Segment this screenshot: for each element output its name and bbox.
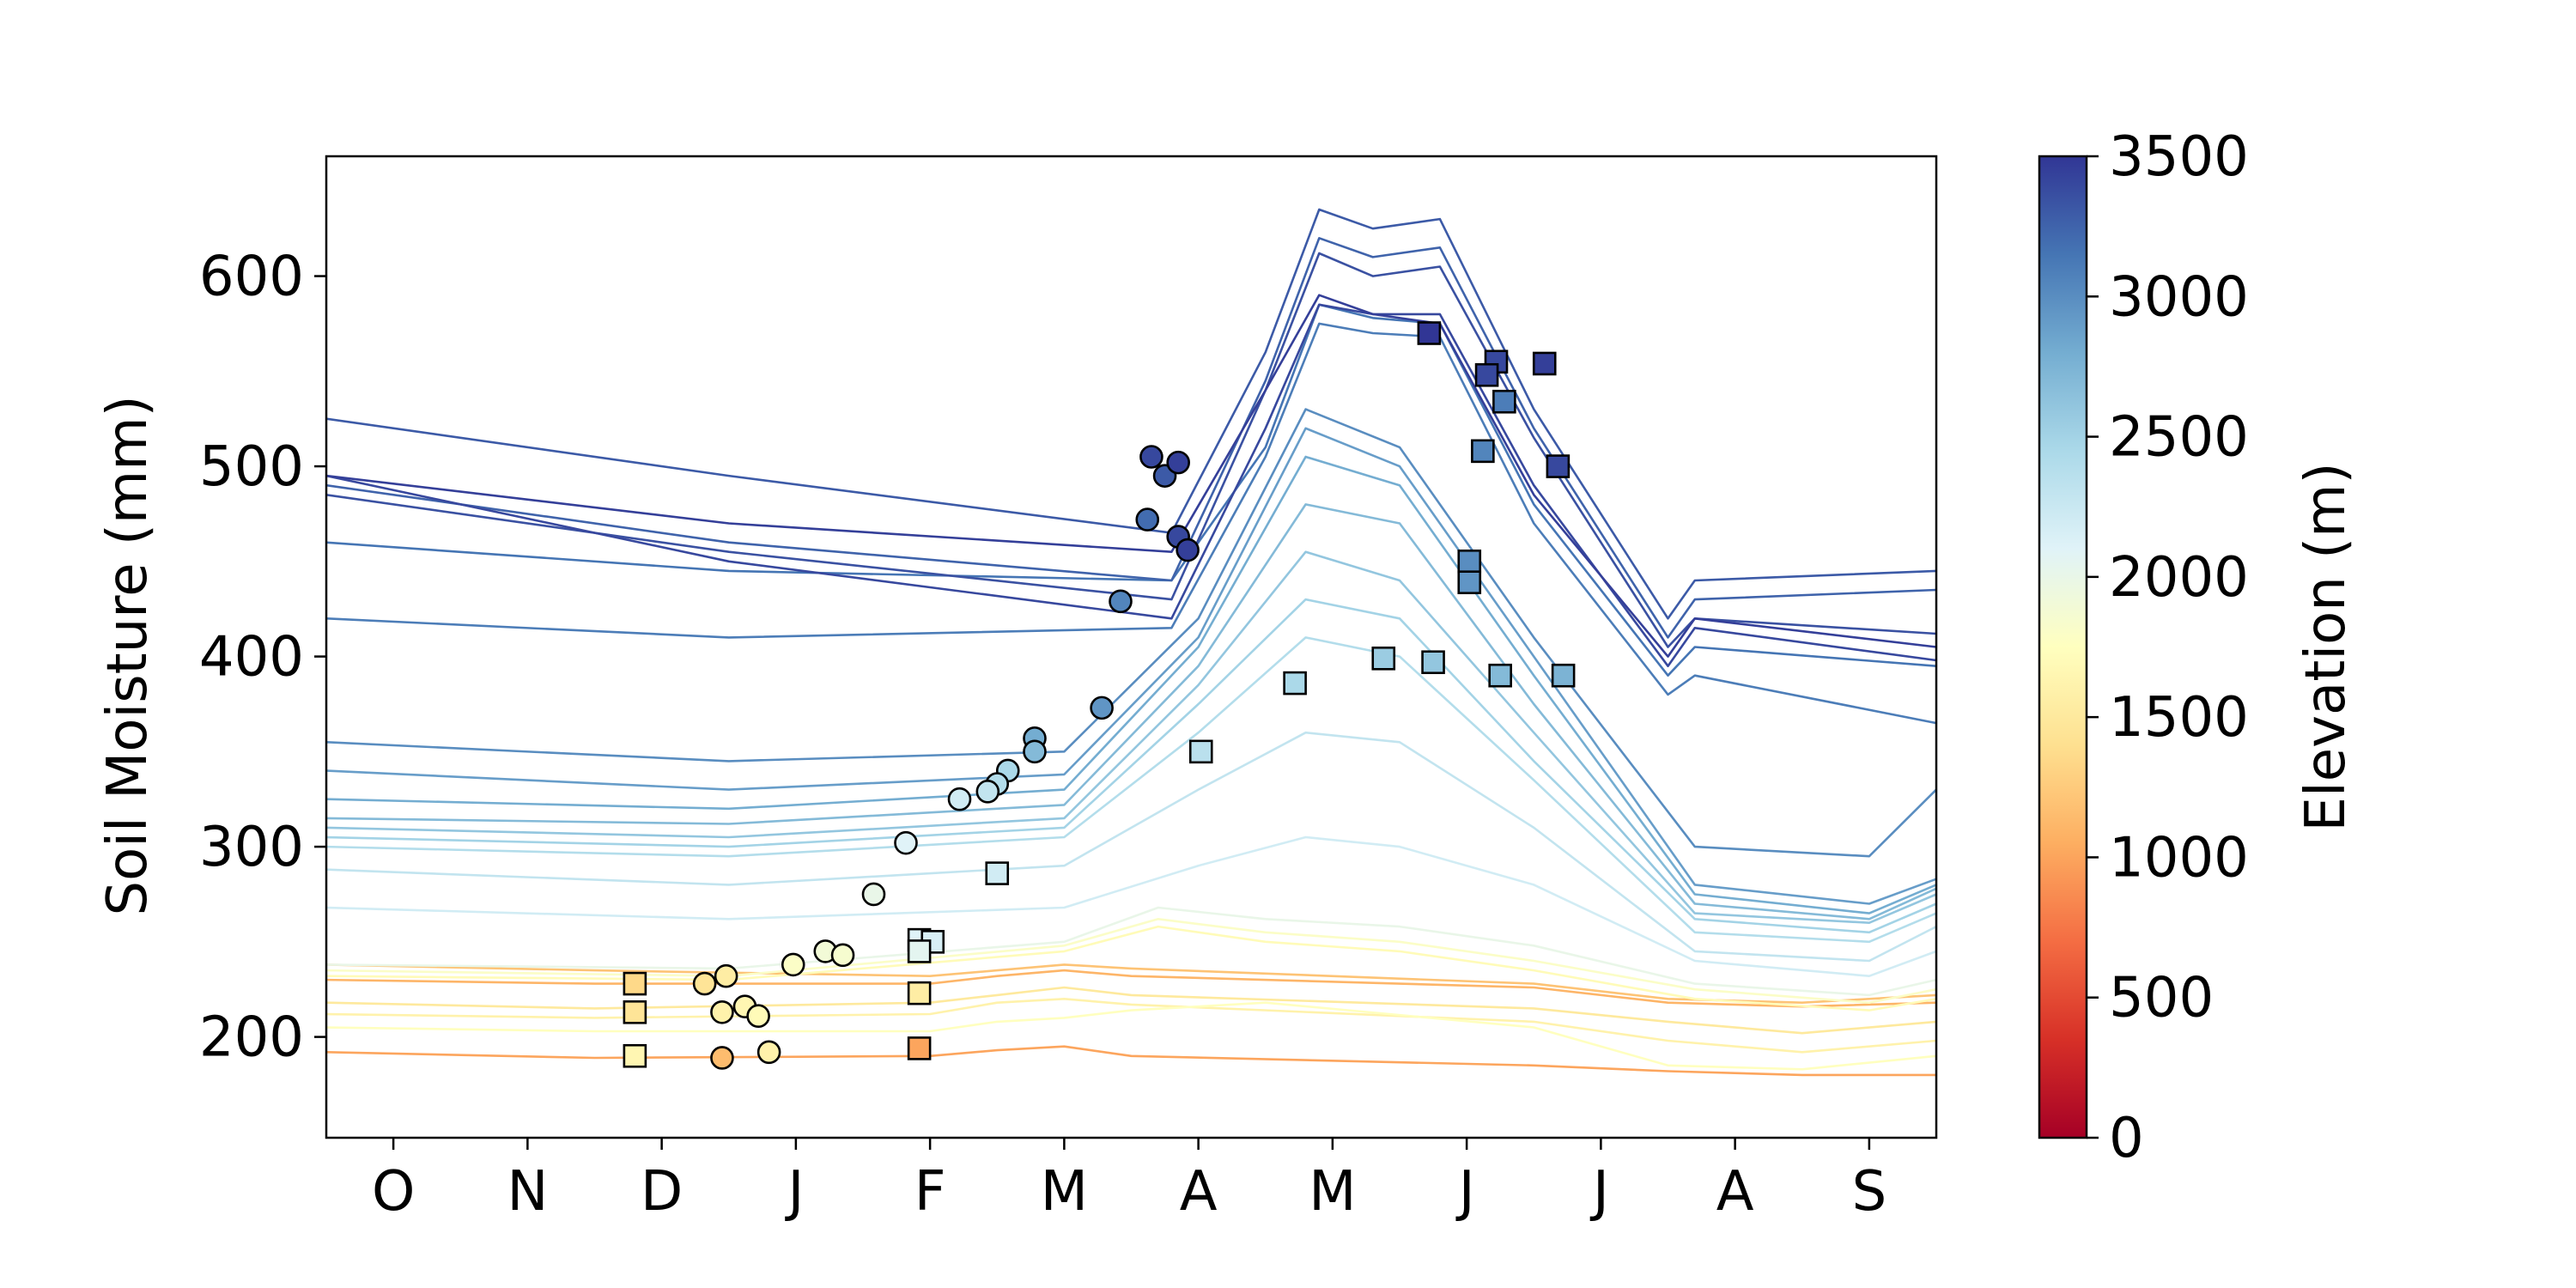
circle-marker-18 xyxy=(781,952,805,977)
y-tick-label-4: 600 xyxy=(199,246,304,309)
square-marker-29 xyxy=(1474,362,1499,387)
x-tick-label-0: O xyxy=(372,1160,415,1224)
circle-marker-25 xyxy=(756,1040,781,1065)
x-tick-label-4: F xyxy=(914,1160,946,1224)
x-tick-label-11: S xyxy=(1852,1160,1887,1224)
square-marker-26 xyxy=(1417,321,1442,345)
y-axis: 200 300 400 500 600 xyxy=(199,246,326,1070)
colorbar-tick-label-4: 2000 xyxy=(2109,546,2249,610)
elevation-line-2 xyxy=(325,236,1937,639)
x-tick-label-10: A xyxy=(1716,1160,1754,1224)
elevation-line-17 xyxy=(325,918,1937,1004)
square-marker-39 xyxy=(1283,671,1307,696)
elevation-line-10 xyxy=(325,503,1937,920)
y-axis-title: Soil Moisture (mm) xyxy=(96,395,160,915)
square-marker-47 xyxy=(623,1000,647,1024)
square-marker-37 xyxy=(1488,663,1512,688)
circle-marker-17 xyxy=(830,943,855,968)
elevation-line-16 xyxy=(325,906,1937,997)
circle-marker-7 xyxy=(1090,696,1114,720)
square-marker-45 xyxy=(623,971,647,996)
elevation-line-6 xyxy=(325,322,1937,725)
circle-marker-15 xyxy=(861,882,886,907)
elevation-line-23 xyxy=(325,1001,1937,1071)
y-tick-label-2: 400 xyxy=(199,626,304,690)
colorbar-ticks: 0 500 1000 1500 2000 2500 3000 3500 xyxy=(2087,125,2249,1170)
elevation-line-8 xyxy=(325,427,1937,905)
x-tick-label-9: J xyxy=(1589,1160,1609,1224)
circle-marker-23 xyxy=(746,1004,770,1029)
square-marker-31 xyxy=(1471,439,1495,464)
square-marker-33 xyxy=(1457,550,1482,574)
x-tick-label-3: J xyxy=(784,1160,804,1224)
x-tick-label-1: N xyxy=(507,1160,548,1224)
elevation-lines xyxy=(325,208,1937,1077)
colorbar-tick-label-3: 1500 xyxy=(2109,686,2249,750)
y-tick-label-0: 200 xyxy=(199,1006,304,1070)
elevation-line-5 xyxy=(325,303,1937,677)
elevation-line-14 xyxy=(325,731,1937,963)
x-tick-label-2: D xyxy=(641,1160,683,1224)
circle-marker-3 xyxy=(1135,507,1160,532)
square-marker-28 xyxy=(1532,351,1557,376)
plot-frame xyxy=(325,155,1938,1139)
y-tick-label-1: 300 xyxy=(199,816,304,879)
circle-marker-24 xyxy=(710,1046,734,1070)
circle-marker-19 xyxy=(714,963,738,988)
circle-marker-13 xyxy=(947,787,972,811)
elevation-line-24 xyxy=(325,1045,1936,1077)
circle-marker-9 xyxy=(1023,739,1047,764)
y-tick-label-3: 500 xyxy=(199,435,304,499)
elevation-line-11 xyxy=(325,550,1937,924)
circle-marker-14 xyxy=(894,830,918,855)
circle-marker-0 xyxy=(1139,445,1163,469)
x-tick-label-6: A xyxy=(1180,1160,1218,1224)
elevation-line-9 xyxy=(325,455,1937,914)
elevation-line-13 xyxy=(325,636,1937,944)
square-marker-36 xyxy=(1421,650,1445,675)
circle-marker-20 xyxy=(692,971,717,996)
colorbar-tick-label-6: 3000 xyxy=(2109,265,2249,329)
elevation-line-12 xyxy=(325,598,1937,934)
circle-marker-5 xyxy=(1176,538,1200,562)
square-marker-34 xyxy=(1457,570,1482,594)
elevation-line-0 xyxy=(325,294,1937,658)
colorbar-tick-label-1: 500 xyxy=(2109,967,2214,1030)
elevation-line-15 xyxy=(325,835,1937,977)
elevation-line-3 xyxy=(325,252,1937,648)
circle-marker-6 xyxy=(1109,589,1133,614)
circle-marker-22 xyxy=(710,1000,734,1024)
square-marker-35 xyxy=(1371,646,1396,671)
colorbar-tick-label-7: 3500 xyxy=(2109,125,2249,189)
square-marker-38 xyxy=(1551,663,1576,688)
colorbar-title: Elevation (m) xyxy=(2294,463,2358,832)
square-marker-41 xyxy=(985,861,1010,885)
x-tick-label-8: J xyxy=(1455,1160,1475,1224)
square-marker-32 xyxy=(1546,454,1571,478)
circle-marker-12 xyxy=(975,780,1000,804)
elevation-line-20 xyxy=(325,969,1937,1008)
elevation-line-4 xyxy=(325,303,1937,668)
circle-marker-2 xyxy=(1166,450,1190,475)
x-tick-label-5: M xyxy=(1041,1160,1088,1224)
colorbar xyxy=(2038,155,2088,1139)
square-marker-30 xyxy=(1492,389,1516,414)
colorbar-tick-label-2: 1000 xyxy=(2109,826,2249,890)
square-marker-48 xyxy=(623,1043,647,1068)
colorbar-tick-label-5: 2500 xyxy=(2109,406,2249,470)
colorbar-tick-label-0: 0 xyxy=(2109,1107,2144,1170)
square-marker-40 xyxy=(1188,739,1213,764)
elevation-line-1 xyxy=(325,208,1937,620)
square-marker-49 xyxy=(907,1036,932,1060)
square-marker-46 xyxy=(907,981,932,1005)
elevation-line-18 xyxy=(325,925,1937,1012)
square-marker-44 xyxy=(907,939,932,963)
x-tick-label-7: M xyxy=(1309,1160,1356,1224)
observation-markers xyxy=(623,321,1576,1070)
elevation-line-7 xyxy=(325,408,1937,858)
